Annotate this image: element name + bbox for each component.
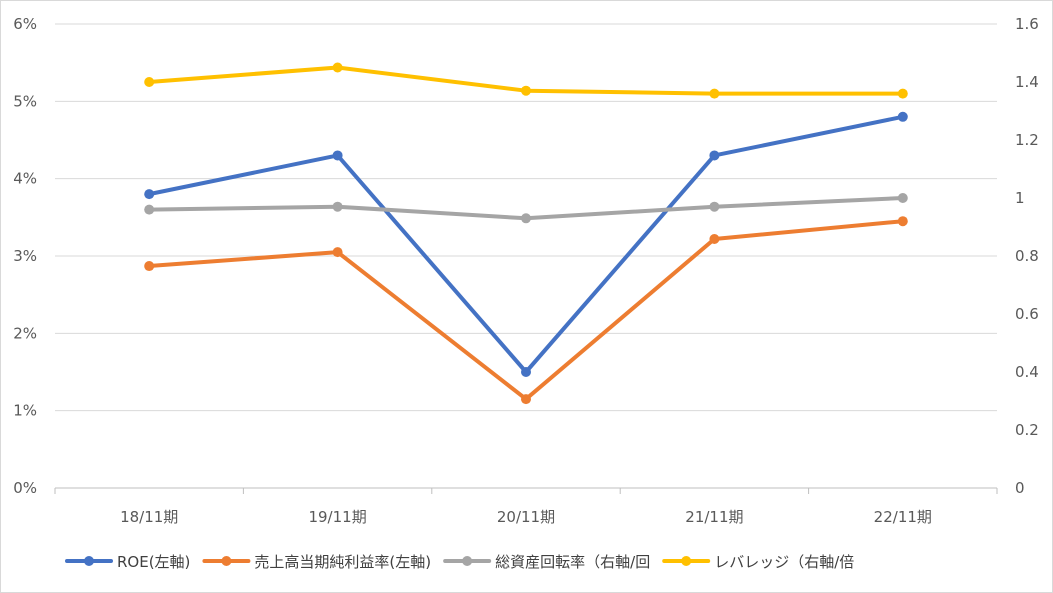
series-4 [144, 62, 908, 99]
data-point [521, 367, 531, 377]
data-point [897, 216, 908, 227]
right-tick-label: 0.8 [1015, 247, 1039, 265]
x-tick-label: 18/11期 [120, 508, 178, 526]
data-point [144, 204, 155, 215]
left-tick-label: 6% [13, 15, 37, 33]
right-tick-label: 1 [1015, 189, 1025, 207]
data-point [332, 247, 343, 258]
data-point [709, 201, 720, 212]
data-point [332, 201, 343, 212]
data-point [897, 193, 908, 203]
data-point [144, 261, 155, 272]
legend-marker [681, 556, 692, 566]
data-point [332, 62, 343, 73]
right-tick-label: 0.2 [1015, 421, 1039, 439]
data-point [521, 213, 531, 224]
right-tick-label: 0.4 [1015, 363, 1039, 381]
series-1 [144, 111, 908, 377]
right-tick-label: 1.6 [1015, 15, 1039, 33]
legend-item-3: 総資産回転率（右軸/回 [443, 553, 650, 571]
legend-label: 総資産回転率（右軸/回 [495, 553, 650, 571]
data-point [521, 394, 531, 405]
legend-label: レバレッジ（右軸/倍 [714, 553, 854, 571]
left-axis-ticks: 0% 1% 2% 3% 4% 5% 6% [13, 15, 37, 497]
data-point [332, 150, 343, 161]
data-point [897, 88, 908, 99]
left-tick-label: 0% [13, 479, 37, 497]
left-tick-label: 5% [13, 92, 37, 110]
right-axis-ticks: 0 0.2 0.4 0.6 0.8 1 1.2 1.4 1.6 [1015, 15, 1039, 497]
x-tick-label: 19/11期 [308, 508, 366, 526]
data-point [144, 189, 155, 200]
x-tick-label: 22/11期 [874, 508, 932, 526]
data-point [521, 85, 531, 96]
data-point [144, 77, 155, 87]
left-tick-label: 4% [13, 170, 37, 188]
data-point [709, 150, 720, 161]
legend-marker [84, 556, 94, 566]
legend-label: 売上高当期純利益率(左軸) [254, 553, 431, 571]
legend-label: ROE(左軸) [117, 553, 190, 571]
left-tick-label: 2% [13, 324, 37, 342]
x-tick-label: 21/11期 [685, 508, 743, 526]
x-axis: 18/11期 19/11期 20/11期 21/11期 22/11期 [54, 487, 998, 526]
legend-item-1: ROE(左軸) [65, 553, 190, 571]
legend-item-2: 売上高当期純利益率(左軸) [202, 553, 431, 571]
right-tick-label: 0.6 [1015, 305, 1039, 323]
data-point [709, 88, 720, 99]
x-tick-label: 20/11期 [497, 508, 555, 526]
left-tick-label: 1% [13, 402, 37, 420]
gridlines [55, 23, 997, 412]
left-tick-label: 3% [13, 247, 37, 265]
data-point [709, 233, 720, 244]
series-group [144, 62, 908, 405]
legend-marker [221, 556, 232, 566]
right-tick-label: 1.2 [1015, 131, 1039, 149]
series-2 [144, 216, 908, 405]
legend: ROE(左軸) 売上高当期純利益率(左軸) 総資産回転率（右軸/回 レバレッジ（右軸/… [65, 553, 854, 571]
data-point [897, 111, 908, 122]
legend-marker [462, 556, 473, 566]
right-tick-label: 0 [1015, 479, 1025, 497]
right-tick-label: 1.4 [1015, 73, 1039, 91]
series-3 [144, 193, 908, 224]
legend-item-4: レバレッジ（右軸/倍 [662, 553, 854, 571]
